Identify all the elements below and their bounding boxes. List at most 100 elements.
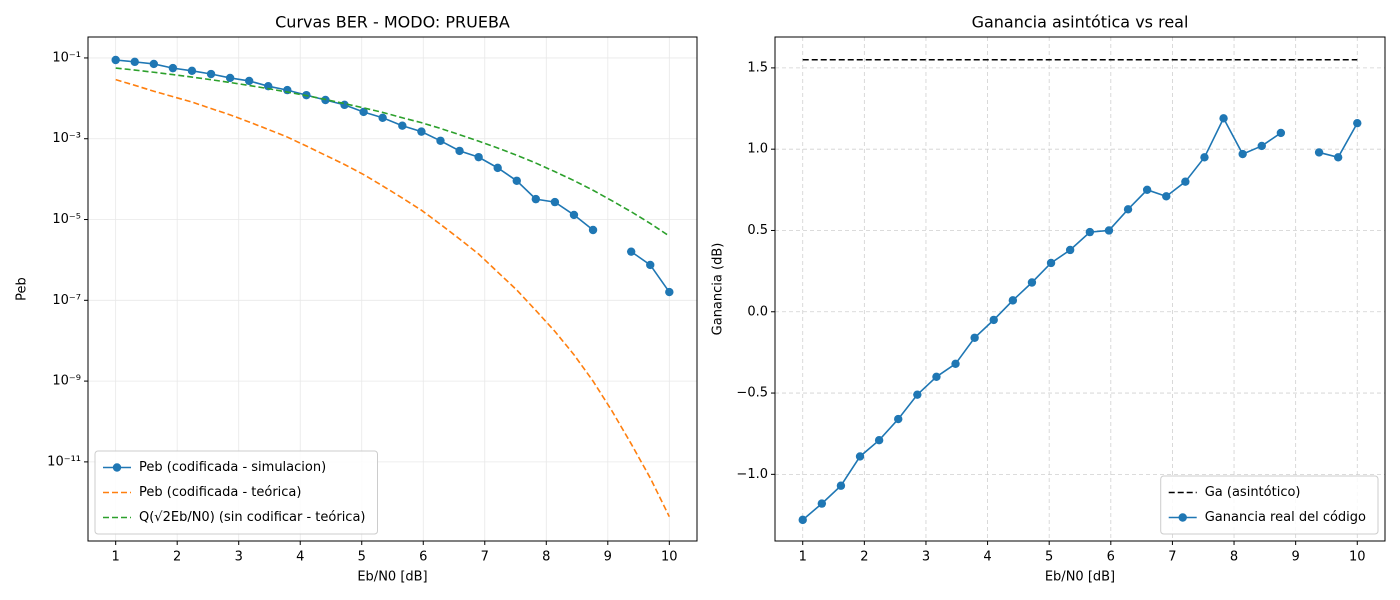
x-tick-label: 10 [1349, 550, 1366, 565]
y-axis-label: Peb [15, 277, 30, 301]
y-tick-label: 10⁻⁷ [52, 293, 81, 308]
y-tick-label: 10⁻¹¹ [47, 454, 81, 469]
legend-label: Peb (codificada - teórica) [139, 485, 301, 500]
x-tick-label: 4 [983, 550, 991, 565]
data-point [798, 515, 807, 525]
x-tick-label: 5 [358, 550, 366, 565]
x-axis-label: Eb/N0 [dB] [1045, 570, 1115, 585]
data-point [569, 210, 579, 220]
data-point [1257, 141, 1266, 151]
data-point [989, 315, 998, 325]
subplot: Ganancia asintótica vs real Eb/N0 [dB] Gan… [711, 13, 1386, 585]
series-line [802, 116, 1282, 521]
data-point [626, 247, 636, 256]
x-tick-label: 8 [1230, 550, 1238, 565]
data-point [474, 152, 483, 162]
plot-area [111, 55, 674, 518]
y-tick-label: 1.0 [747, 142, 768, 157]
data-point [168, 63, 178, 73]
y-tick-label: 10⁻⁵ [52, 212, 81, 227]
chart-title: Curvas BER - MODO: PRUEBA [275, 13, 510, 32]
legend-box [1160, 475, 1379, 535]
data-point [512, 176, 521, 185]
axes-frame [774, 36, 1386, 542]
data-point [817, 499, 827, 508]
x-tick-label: 8 [542, 550, 550, 565]
y-tick-label: −1.0 [736, 467, 768, 482]
y-tick-label: −0.5 [736, 386, 768, 401]
x-tick-label: 6 [1107, 550, 1115, 565]
data-point [970, 333, 979, 342]
data-point [225, 73, 235, 83]
x-tick-label: 3 [922, 550, 930, 565]
data-point [855, 452, 865, 461]
data-point [455, 146, 464, 156]
x-tick-label: 5 [1045, 550, 1053, 565]
series-line [115, 67, 670, 237]
data-point [111, 55, 120, 65]
data-point [836, 481, 846, 490]
data-point [1027, 278, 1037, 287]
data-point [1276, 128, 1286, 138]
data-point [1162, 192, 1171, 201]
x-tick-label: 9 [1292, 550, 1300, 565]
legend: Ga (asintótico) Ganancia real del código [1160, 475, 1379, 535]
data-point [932, 372, 941, 381]
data-point [531, 194, 541, 204]
x-tick-label: 2 [173, 550, 181, 565]
data-point [130, 57, 139, 67]
y-axis-label: Ganancia (dB) [711, 243, 726, 336]
axes-frame [87, 36, 698, 542]
legend-label: Ganancia real del código [1205, 510, 1366, 525]
x-tick-label: 7 [481, 550, 489, 565]
y-tick-label: 10⁻³ [52, 131, 81, 146]
legend-marker [1178, 513, 1187, 522]
y-tick-label: 0.0 [747, 304, 768, 319]
data-point [646, 260, 655, 270]
data-point [1142, 185, 1152, 195]
subplot: Curvas BER - MODO: PRUEBA Eb/N0 [dB] Peb 1 2… [15, 13, 698, 585]
data-point [588, 225, 598, 235]
legend-label: Ga (asintótico) [1205, 485, 1301, 500]
y-tick-label: 0.5 [747, 223, 768, 238]
data-point [206, 69, 216, 79]
data-point [665, 287, 674, 297]
data-point [1104, 226, 1114, 235]
data-point [436, 136, 445, 145]
legend-box [94, 450, 378, 535]
data-point [1238, 149, 1247, 159]
x-tick-label: 6 [419, 550, 427, 565]
x-tick-label: 10 [661, 550, 678, 565]
data-point [493, 163, 502, 173]
x-tick-label: 9 [604, 550, 612, 565]
x-tick-label: 2 [860, 550, 868, 565]
data-point [894, 414, 903, 424]
data-point [1046, 258, 1056, 268]
data-point [1123, 205, 1133, 214]
x-tick-label: 7 [1168, 550, 1176, 565]
data-point [149, 59, 159, 69]
data-point [359, 107, 368, 117]
x-tick-label: 1 [112, 550, 120, 565]
legend-marker [112, 463, 122, 472]
x-tick-label: 3 [235, 550, 243, 565]
legend-label: Peb (codificada - simulacion) [139, 460, 326, 475]
data-point [1181, 177, 1190, 186]
data-point [874, 436, 884, 445]
data-point [378, 113, 387, 122]
y-tick-label: 1.5 [747, 60, 768, 75]
series-line [115, 78, 671, 518]
y-tick-label: 10⁻¹ [52, 50, 81, 65]
y-tick-label: 10⁻⁹ [52, 374, 81, 389]
x-tick-label: 4 [296, 550, 304, 565]
data-point [1085, 227, 1095, 237]
x-tick-label: 1 [799, 550, 807, 565]
data-point [1008, 296, 1018, 305]
data-point [187, 66, 197, 76]
x-axis-label: Eb/N0 [dB] [357, 570, 427, 585]
legend-label: Q(√2Eb/N0) (sin codificar - teórica) [139, 510, 366, 525]
data-point [550, 197, 560, 207]
data-point [1065, 245, 1075, 255]
data-point [398, 121, 407, 130]
